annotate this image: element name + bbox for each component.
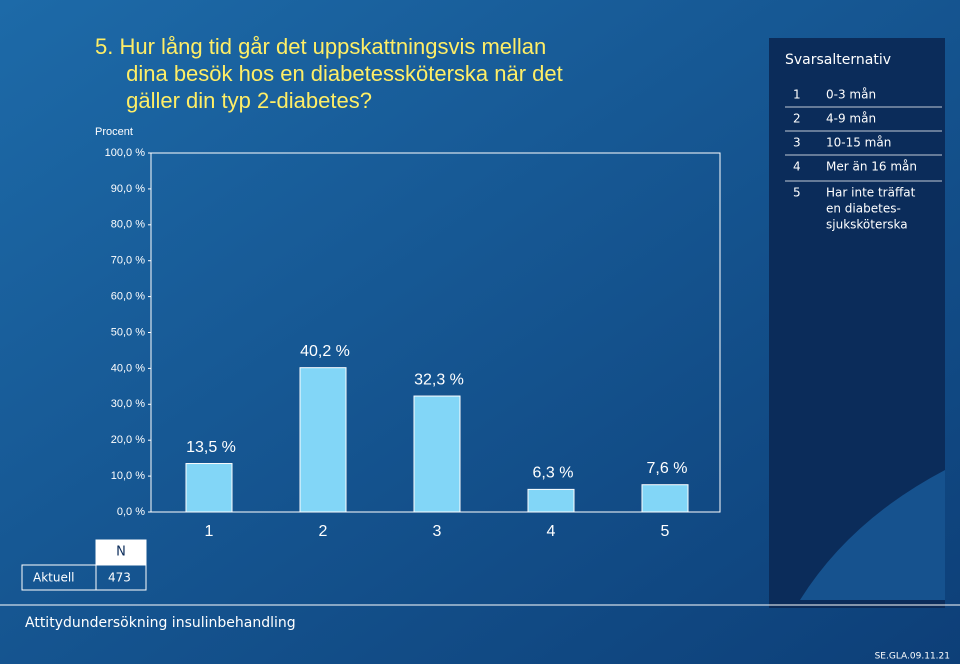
bar	[299, 367, 347, 513]
legend-label: Har inte träffat	[826, 186, 916, 200]
legend-number: 1	[793, 88, 801, 102]
y-tick-label: 50,0 %	[111, 326, 145, 338]
value-label: 32,3 %	[414, 371, 464, 388]
footer-text: Attitydundersökning insulinbehandling	[25, 615, 296, 631]
table-value: 473	[108, 571, 131, 585]
value-label: 13,5 %	[186, 439, 236, 456]
bar	[413, 395, 461, 513]
legend-label: sjuksköterska	[826, 218, 908, 232]
y-tick-label: 90,0 %	[111, 183, 145, 195]
table-cell	[95, 564, 147, 591]
value-label: 7,6 %	[647, 460, 688, 477]
y-tick-label: 70,0 %	[111, 255, 145, 267]
decoration	[800, 470, 945, 600]
bar	[641, 484, 689, 513]
table-header: N	[116, 545, 126, 560]
x-tick-label: 5	[661, 523, 670, 540]
legend-label: Mer än 16 mån	[826, 160, 917, 174]
legend-title: Svarsalternativ	[785, 52, 891, 68]
y-tick-label: 60,0 %	[111, 291, 145, 303]
y-tick-label: 10,0 %	[111, 470, 145, 482]
y-tick-label: 30,0 %	[111, 398, 145, 410]
table-row-label: Aktuell	[33, 571, 75, 585]
legend-number: 2	[793, 112, 801, 126]
y-tick-label: 100,0 %	[105, 147, 146, 159]
bar	[185, 463, 233, 513]
value-label: 6,3 %	[533, 465, 574, 482]
legend-label: 0-3 mån	[826, 88, 876, 102]
value-label: 40,2 %	[300, 343, 350, 360]
x-tick-label: 2	[319, 523, 328, 540]
legend-number: 4	[793, 160, 801, 174]
y-axis-label: Procent	[95, 126, 133, 138]
legend-label: en diabetes-	[826, 202, 901, 216]
bar	[527, 488, 575, 513]
footer-code: SE.GLA.09.11.21	[875, 652, 950, 662]
legend-label: 4-9 mån	[826, 112, 876, 126]
table-header-cell	[95, 539, 147, 565]
chart-title: 5. Hur lång tid går det uppskattningsvis…	[95, 34, 563, 113]
x-tick-label: 1	[205, 523, 214, 540]
x-tick-label: 4	[547, 523, 556, 540]
y-tick-label: 20,0 %	[111, 434, 145, 446]
legend-label: 10-15 mån	[826, 136, 891, 150]
legend-number: 5	[793, 186, 801, 200]
y-tick-label: 40,0 %	[111, 362, 145, 374]
y-tick-label: 0,0 %	[117, 506, 145, 518]
y-tick-label: 80,0 %	[111, 219, 145, 231]
legend-number: 3	[793, 136, 801, 150]
x-tick-label: 3	[433, 523, 442, 540]
